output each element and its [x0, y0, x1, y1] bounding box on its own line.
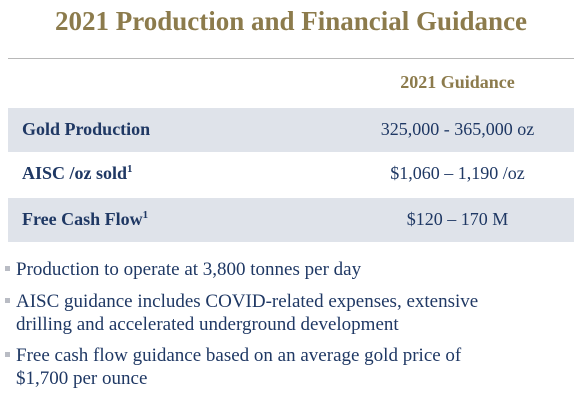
row-label: Free Cash Flow1: [22, 209, 148, 230]
bullet-item: Production to operate at 3,800 tonnes pe…: [0, 258, 582, 281]
footnote-marker: 1: [142, 209, 149, 221]
bullet-marker: [5, 352, 10, 357]
table-row: Gold Production 325,000 - 365,000 oz: [8, 108, 574, 152]
title: 2021 Production and Financial Guidance: [54, 6, 528, 36]
row-value: 325,000 - 365,000 oz: [380, 119, 535, 139]
bullet-text: Free cash flow guidance based on an aver…: [16, 345, 462, 366]
bullet-text: AISC guidance includes COVID-related exp…: [16, 291, 479, 312]
footnote-marker: 1: [127, 163, 133, 175]
table-row: Free Cash Flow1 $120 – 170 M: [8, 198, 574, 242]
table-row: AISC /oz sold1 $1,060 – 1,190 /oz: [8, 152, 574, 196]
bullet-text: drilling and accelerated underground dev…: [16, 314, 399, 335]
row-value: $1,060 – 1,190 /oz: [390, 163, 525, 183]
label-text: Gold Production: [22, 119, 151, 139]
row-label: Gold Production: [22, 119, 150, 140]
row-label: AISC /oz sold1: [22, 163, 133, 184]
label-text: Free Cash Flow: [22, 209, 143, 229]
table-header: 2021 Guidance: [400, 72, 515, 92]
label-text: AISC /oz sold: [22, 163, 128, 183]
rule: [8, 58, 574, 59]
bullet-text: $1,700 per ounce: [16, 368, 148, 389]
row-value: $120 – 170 M: [406, 209, 509, 229]
bullet-text: Production to operate at 3,800 tonnes pe…: [16, 259, 362, 280]
bullet-marker: [5, 298, 10, 303]
bullet-marker: [5, 266, 10, 271]
bullet-item: Free cash flow guidance based on an aver…: [0, 344, 582, 390]
bullet-item: AISC guidance includes COVID-related exp…: [0, 290, 582, 336]
